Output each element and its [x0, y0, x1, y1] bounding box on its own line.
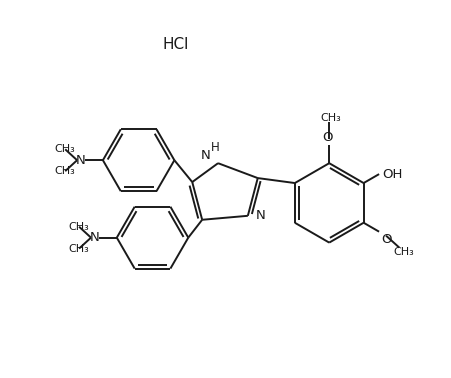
Text: CH₃: CH₃: [69, 222, 89, 232]
Text: HCl: HCl: [162, 37, 189, 51]
Text: CH₃: CH₃: [394, 246, 414, 257]
Text: N: N: [200, 149, 210, 162]
Text: N: N: [76, 154, 86, 167]
Text: N: N: [256, 209, 266, 222]
Text: O: O: [322, 131, 332, 144]
Text: CH₃: CH₃: [321, 113, 341, 122]
Text: OH: OH: [382, 167, 402, 181]
Text: O: O: [381, 233, 391, 246]
Text: CH₃: CH₃: [55, 166, 76, 176]
Text: CH₃: CH₃: [55, 144, 76, 154]
Text: CH₃: CH₃: [69, 243, 89, 254]
Text: H: H: [211, 141, 220, 154]
Text: N: N: [90, 231, 100, 244]
